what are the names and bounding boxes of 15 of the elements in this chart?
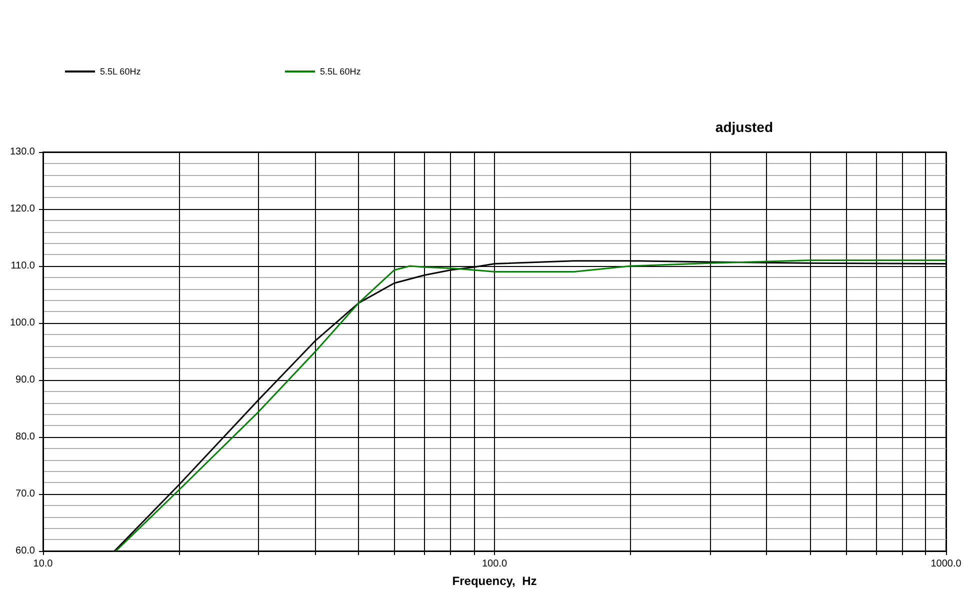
y-tick-label: 60.0 <box>16 546 36 556</box>
y-tick-label: 120.0 <box>10 204 36 214</box>
y-tick-label: 100.0 <box>10 318 36 328</box>
y-tick-label: 90.0 <box>16 374 36 386</box>
chart-title: adjusted <box>715 119 774 135</box>
legend-label: 5.5L 60Hz <box>320 66 362 76</box>
legend-label: 5.5L 60Hz <box>100 66 142 76</box>
y-tick-label: 80.0 <box>16 432 36 442</box>
x-tick-label: 1000.0 <box>930 558 962 570</box>
y-tick-label: 110.0 <box>10 260 36 272</box>
x-tick-label: 10.0 <box>33 558 54 570</box>
y-tick-label: 130.0 <box>10 146 36 158</box>
y-tick-label: 70.0 <box>16 488 36 500</box>
x-tick-label: 100.0 <box>482 558 508 570</box>
x-axis-title: Frequency, Hz <box>452 574 537 588</box>
